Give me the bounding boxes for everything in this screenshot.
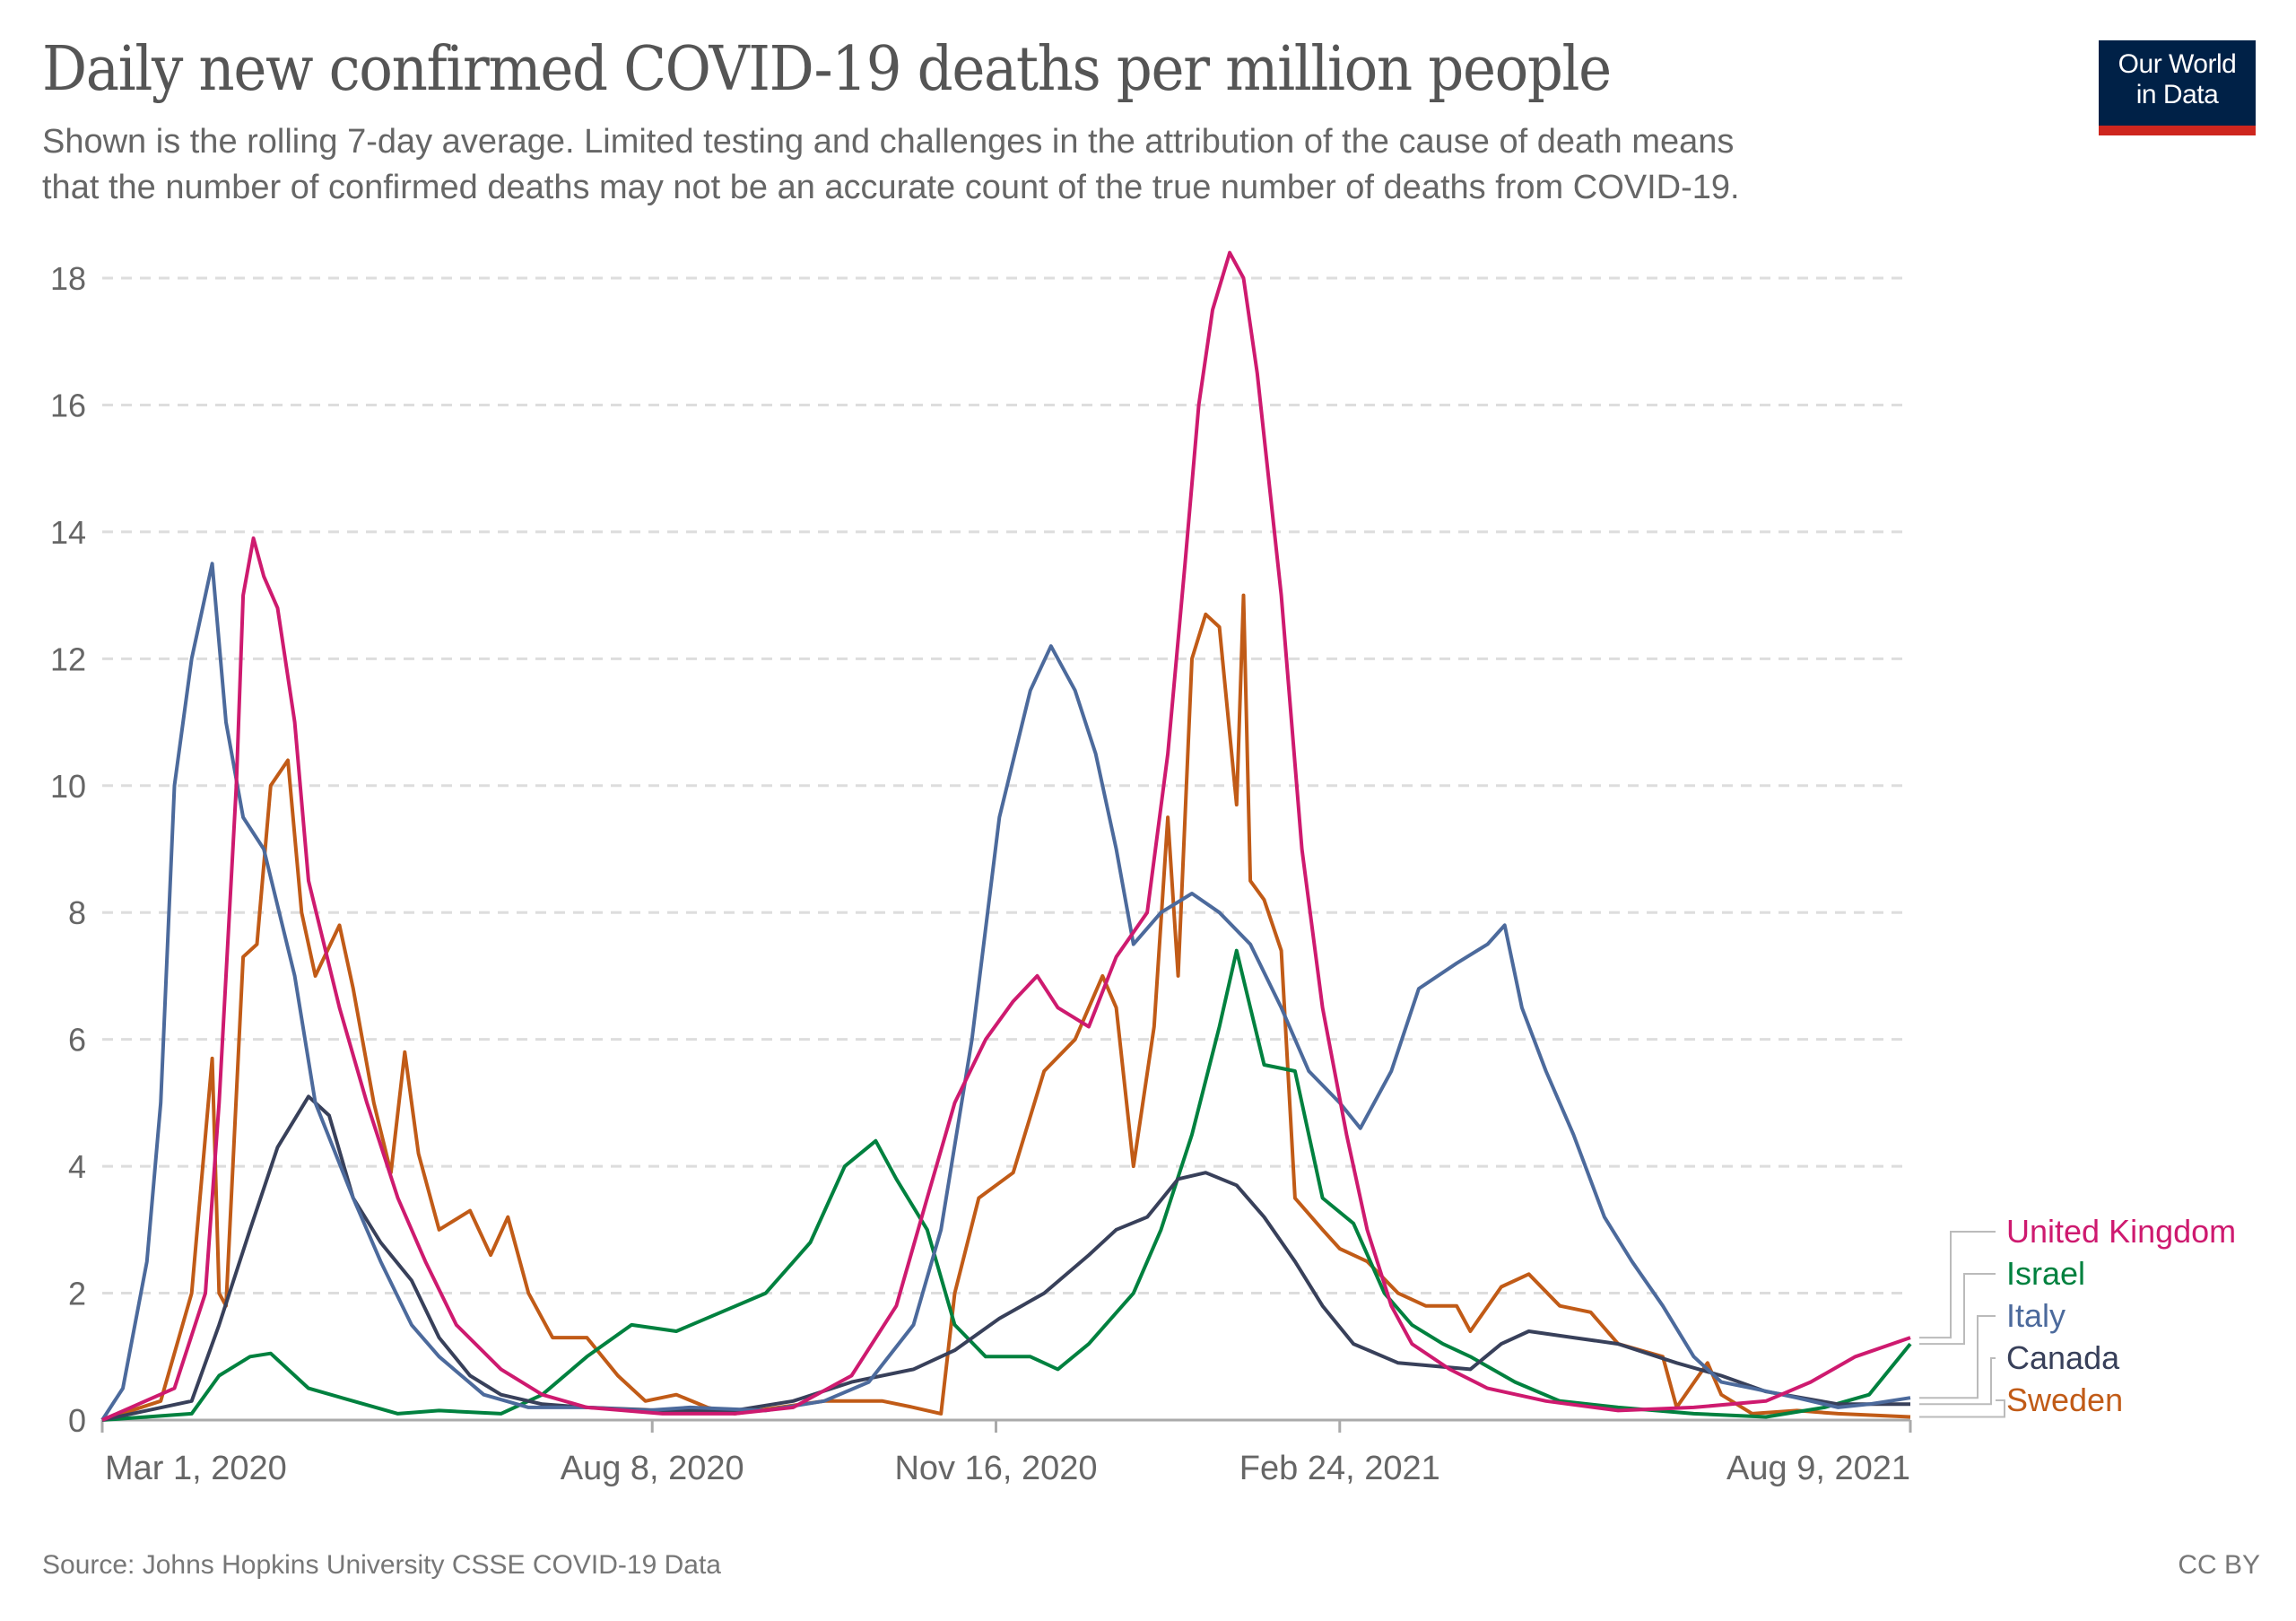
series-line-israel[interactable] [101,948,1912,1422]
legend-label-sweden[interactable]: Sweden [2006,1381,2123,1418]
y-tick-label: 2 [68,1276,86,1312]
series-lines [100,250,1912,1422]
legend-connector [1919,1231,1996,1339]
owid-logo[interactable]: Our World in Data [2099,40,2256,135]
legend-label-united-kingdom[interactable]: United Kingdom [2006,1213,2236,1250]
y-tick-label: 18 [50,260,86,297]
series-line-sweden[interactable] [101,593,1911,1422]
series-line-united-kingdom[interactable] [101,250,1911,1422]
x-tick-label: Aug 8, 2020 [561,1450,744,1487]
x-tick-label: Aug 9, 2021 [1726,1450,1910,1487]
chart-subtitle: Shown is the rolling 7-day average. Limi… [42,123,1740,206]
logo-red-bar [2099,126,2256,135]
source-note[interactable]: Source: Johns Hopkins University CSSE CO… [42,1550,721,1580]
legend-connector [1919,1357,1996,1406]
legend: United Kingdom Israel Italy Canada Sweden [1919,1213,2236,1418]
series-line-canada[interactable] [101,1094,1910,1422]
y-tick-label: 6 [68,1022,86,1059]
legend-connector [1919,1399,2005,1418]
legend-label-canada[interactable]: Canada [2006,1339,2120,1376]
legend-label-israel[interactable]: Israel [2006,1255,2085,1292]
x-tick-label: Mar 1, 2020 [105,1450,287,1487]
logo-line-1: Our World [2118,49,2237,79]
y-tick-label: 8 [68,894,86,931]
license-link[interactable]: CC BY [2178,1550,2260,1580]
legend-connector [1919,1315,1996,1399]
y-tick-label: 0 [68,1402,86,1439]
logo-line-2: in Data [2135,80,2219,109]
series-line-italy[interactable] [100,562,1911,1422]
x-tick-label: Nov 16, 2020 [894,1450,1097,1487]
y-tick-label: 4 [68,1148,86,1185]
chart-title: Daily new confirmed COVID-19 deaths per … [42,34,1612,105]
y-tick-label: 12 [50,641,86,677]
logo-text: Our World in Data [2099,49,2256,110]
y-tick-label: 14 [50,514,86,551]
x-tick-label: Feb 24, 2021 [1239,1450,1440,1487]
y-tick-label: 10 [50,768,86,805]
legend-label-italy[interactable]: Italy [2006,1297,2066,1334]
legend-connector [1919,1273,1996,1346]
y-axis-ticks: 0 2 4 6 8 10 12 14 16 18 [50,260,86,1439]
y-tick-label: 16 [50,387,86,423]
x-axis: Mar 1, 2020 Aug 8, 2020 Nov 16, 2020 Feb 24… [100,1418,1912,1487]
